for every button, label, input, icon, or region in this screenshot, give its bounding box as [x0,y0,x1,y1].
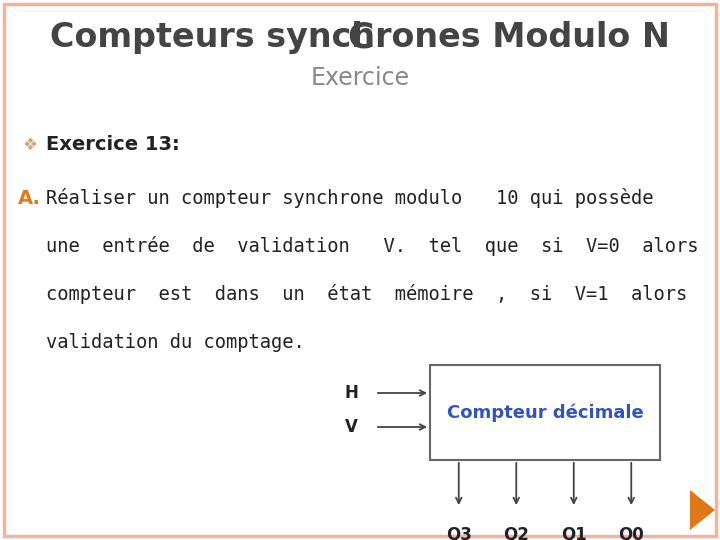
Text: C: C [347,21,373,55]
Text: compteur  est  dans  un  état  mémoire  ,  si  V=1  alors: compteur est dans un état mémoire , si V… [46,284,688,304]
Text: Réaliser un compteur synchrone modulo   10 qui possède: Réaliser un compteur synchrone modulo 10… [46,188,654,208]
Text: Compteurs synchrones Modulo N: Compteurs synchrones Modulo N [50,22,670,55]
Text: V: V [345,418,358,436]
Text: A.: A. [18,188,41,207]
Text: Q2: Q2 [503,526,529,540]
Text: H: H [344,384,358,402]
Polygon shape [690,490,715,530]
Text: ❖: ❖ [22,136,37,154]
Text: une  entrée  de  validation   V.  tel  que  si  V=0  alors  le: une entrée de validation V. tel que si V… [46,236,720,256]
Text: Exercice 13:: Exercice 13: [46,136,180,154]
Bar [430,365,660,460]
Text: Q3: Q3 [446,526,472,540]
Text: Compteur décimale: Compteur décimale [446,403,644,422]
Text: Q0: Q0 [618,526,644,540]
Text: validation du comptage.: validation du comptage. [46,333,305,352]
Text: Q1: Q1 [561,526,587,540]
Text: Exercice: Exercice [310,66,410,90]
